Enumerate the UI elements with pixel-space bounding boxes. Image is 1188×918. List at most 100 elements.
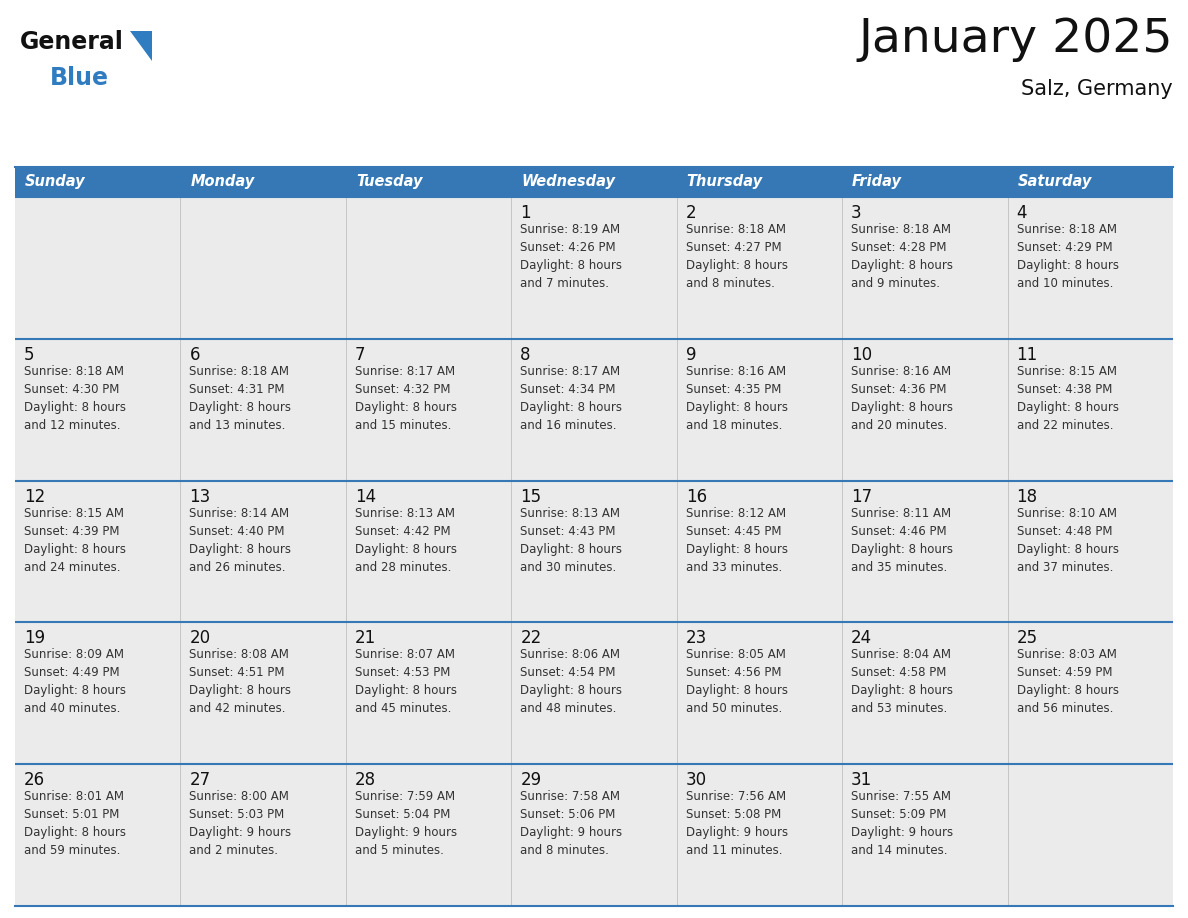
Bar xyxy=(677,197,842,339)
Text: Sunrise: 8:15 AM
Sunset: 4:38 PM
Daylight: 8 hours
and 22 minutes.: Sunrise: 8:15 AM Sunset: 4:38 PM Dayligh… xyxy=(1017,364,1119,431)
Text: Sunrise: 8:13 AM
Sunset: 4:43 PM
Daylight: 8 hours
and 30 minutes.: Sunrise: 8:13 AM Sunset: 4:43 PM Dayligh… xyxy=(520,507,623,574)
Text: 5: 5 xyxy=(24,346,34,364)
Bar xyxy=(346,197,511,339)
Text: 15: 15 xyxy=(520,487,542,506)
Text: 16: 16 xyxy=(685,487,707,506)
Bar xyxy=(677,339,842,481)
Text: 24: 24 xyxy=(851,630,872,647)
Text: 10: 10 xyxy=(851,346,872,364)
Bar xyxy=(346,764,511,906)
Text: Sunrise: 8:11 AM
Sunset: 4:46 PM
Daylight: 8 hours
and 35 minutes.: Sunrise: 8:11 AM Sunset: 4:46 PM Dayligh… xyxy=(851,507,953,574)
Text: Blue: Blue xyxy=(50,66,109,90)
Text: Sunday: Sunday xyxy=(25,174,86,189)
Bar xyxy=(842,197,1007,339)
Text: 27: 27 xyxy=(189,771,210,789)
Text: Saturday: Saturday xyxy=(1018,174,1092,189)
Text: 21: 21 xyxy=(355,630,377,647)
Text: Sunrise: 8:18 AM
Sunset: 4:28 PM
Daylight: 8 hours
and 9 minutes.: Sunrise: 8:18 AM Sunset: 4:28 PM Dayligh… xyxy=(851,223,953,290)
Bar xyxy=(511,764,677,906)
Bar xyxy=(15,481,181,622)
Bar xyxy=(181,622,346,764)
Text: Sunrise: 8:09 AM
Sunset: 4:49 PM
Daylight: 8 hours
and 40 minutes.: Sunrise: 8:09 AM Sunset: 4:49 PM Dayligh… xyxy=(24,648,126,715)
Text: 28: 28 xyxy=(355,771,375,789)
Text: Friday: Friday xyxy=(852,174,902,189)
Text: Monday: Monday xyxy=(190,174,254,189)
Bar xyxy=(511,339,677,481)
Text: 9: 9 xyxy=(685,346,696,364)
Text: Sunrise: 8:18 AM
Sunset: 4:30 PM
Daylight: 8 hours
and 12 minutes.: Sunrise: 8:18 AM Sunset: 4:30 PM Dayligh… xyxy=(24,364,126,431)
Text: Sunrise: 8:12 AM
Sunset: 4:45 PM
Daylight: 8 hours
and 33 minutes.: Sunrise: 8:12 AM Sunset: 4:45 PM Dayligh… xyxy=(685,507,788,574)
Text: Thursday: Thursday xyxy=(687,174,763,189)
Text: Sunrise: 8:17 AM
Sunset: 4:34 PM
Daylight: 8 hours
and 16 minutes.: Sunrise: 8:17 AM Sunset: 4:34 PM Dayligh… xyxy=(520,364,623,431)
Text: 17: 17 xyxy=(851,487,872,506)
Text: 13: 13 xyxy=(189,487,210,506)
Text: Sunrise: 8:13 AM
Sunset: 4:42 PM
Daylight: 8 hours
and 28 minutes.: Sunrise: 8:13 AM Sunset: 4:42 PM Dayligh… xyxy=(355,507,457,574)
Text: 12: 12 xyxy=(24,487,45,506)
Text: Sunrise: 8:16 AM
Sunset: 4:35 PM
Daylight: 8 hours
and 18 minutes.: Sunrise: 8:16 AM Sunset: 4:35 PM Dayligh… xyxy=(685,364,788,431)
Text: Sunrise: 8:16 AM
Sunset: 4:36 PM
Daylight: 8 hours
and 20 minutes.: Sunrise: 8:16 AM Sunset: 4:36 PM Dayligh… xyxy=(851,364,953,431)
Text: Sunrise: 8:08 AM
Sunset: 4:51 PM
Daylight: 8 hours
and 42 minutes.: Sunrise: 8:08 AM Sunset: 4:51 PM Dayligh… xyxy=(189,648,291,715)
Bar xyxy=(181,339,346,481)
Text: Sunrise: 8:04 AM
Sunset: 4:58 PM
Daylight: 8 hours
and 53 minutes.: Sunrise: 8:04 AM Sunset: 4:58 PM Dayligh… xyxy=(851,648,953,715)
Bar xyxy=(346,622,511,764)
Text: 20: 20 xyxy=(189,630,210,647)
Text: 31: 31 xyxy=(851,771,872,789)
Bar xyxy=(511,622,677,764)
Text: January 2025: January 2025 xyxy=(859,17,1173,62)
Text: 18: 18 xyxy=(1017,487,1037,506)
Bar xyxy=(842,481,1007,622)
Text: 23: 23 xyxy=(685,630,707,647)
Text: Sunrise: 8:10 AM
Sunset: 4:48 PM
Daylight: 8 hours
and 37 minutes.: Sunrise: 8:10 AM Sunset: 4:48 PM Dayligh… xyxy=(1017,507,1119,574)
Bar xyxy=(1007,481,1173,622)
Bar xyxy=(677,481,842,622)
Bar xyxy=(1007,339,1173,481)
Bar xyxy=(677,622,842,764)
Text: Sunrise: 8:14 AM
Sunset: 4:40 PM
Daylight: 8 hours
and 26 minutes.: Sunrise: 8:14 AM Sunset: 4:40 PM Dayligh… xyxy=(189,507,291,574)
Text: Sunrise: 8:18 AM
Sunset: 4:31 PM
Daylight: 8 hours
and 13 minutes.: Sunrise: 8:18 AM Sunset: 4:31 PM Dayligh… xyxy=(189,364,291,431)
Text: 29: 29 xyxy=(520,771,542,789)
Bar xyxy=(15,197,181,339)
Bar xyxy=(511,481,677,622)
Bar xyxy=(181,764,346,906)
Text: Sunrise: 7:55 AM
Sunset: 5:09 PM
Daylight: 9 hours
and 14 minutes.: Sunrise: 7:55 AM Sunset: 5:09 PM Dayligh… xyxy=(851,790,953,857)
Text: 7: 7 xyxy=(355,346,366,364)
Bar xyxy=(1007,764,1173,906)
Bar xyxy=(677,764,842,906)
Bar xyxy=(1007,197,1173,339)
Text: Sunrise: 8:05 AM
Sunset: 4:56 PM
Daylight: 8 hours
and 50 minutes.: Sunrise: 8:05 AM Sunset: 4:56 PM Dayligh… xyxy=(685,648,788,715)
Text: Sunrise: 8:00 AM
Sunset: 5:03 PM
Daylight: 9 hours
and 2 minutes.: Sunrise: 8:00 AM Sunset: 5:03 PM Dayligh… xyxy=(189,790,291,857)
Text: 19: 19 xyxy=(24,630,45,647)
Text: 30: 30 xyxy=(685,771,707,789)
Bar xyxy=(346,481,511,622)
Text: Sunrise: 8:19 AM
Sunset: 4:26 PM
Daylight: 8 hours
and 7 minutes.: Sunrise: 8:19 AM Sunset: 4:26 PM Dayligh… xyxy=(520,223,623,290)
Text: Salz, Germany: Salz, Germany xyxy=(1022,79,1173,99)
Text: Sunrise: 8:15 AM
Sunset: 4:39 PM
Daylight: 8 hours
and 24 minutes.: Sunrise: 8:15 AM Sunset: 4:39 PM Dayligh… xyxy=(24,507,126,574)
Text: 1: 1 xyxy=(520,204,531,222)
Text: 2: 2 xyxy=(685,204,696,222)
Bar xyxy=(346,339,511,481)
Text: Wednesday: Wednesday xyxy=(522,174,615,189)
Text: Sunrise: 8:18 AM
Sunset: 4:27 PM
Daylight: 8 hours
and 8 minutes.: Sunrise: 8:18 AM Sunset: 4:27 PM Dayligh… xyxy=(685,223,788,290)
Text: Sunrise: 7:59 AM
Sunset: 5:04 PM
Daylight: 9 hours
and 5 minutes.: Sunrise: 7:59 AM Sunset: 5:04 PM Dayligh… xyxy=(355,790,457,857)
Text: Sunrise: 8:03 AM
Sunset: 4:59 PM
Daylight: 8 hours
and 56 minutes.: Sunrise: 8:03 AM Sunset: 4:59 PM Dayligh… xyxy=(1017,648,1119,715)
Bar xyxy=(15,622,181,764)
Bar xyxy=(181,197,346,339)
Bar xyxy=(511,197,677,339)
Text: 6: 6 xyxy=(189,346,200,364)
Polygon shape xyxy=(129,31,152,61)
Bar xyxy=(1007,622,1173,764)
Bar xyxy=(842,339,1007,481)
Text: Sunrise: 8:18 AM
Sunset: 4:29 PM
Daylight: 8 hours
and 10 minutes.: Sunrise: 8:18 AM Sunset: 4:29 PM Dayligh… xyxy=(1017,223,1119,290)
Text: 26: 26 xyxy=(24,771,45,789)
Text: 8: 8 xyxy=(520,346,531,364)
Bar xyxy=(15,339,181,481)
Bar xyxy=(181,481,346,622)
Text: 22: 22 xyxy=(520,630,542,647)
Text: Sunrise: 8:07 AM
Sunset: 4:53 PM
Daylight: 8 hours
and 45 minutes.: Sunrise: 8:07 AM Sunset: 4:53 PM Dayligh… xyxy=(355,648,457,715)
Text: Sunrise: 8:01 AM
Sunset: 5:01 PM
Daylight: 8 hours
and 59 minutes.: Sunrise: 8:01 AM Sunset: 5:01 PM Dayligh… xyxy=(24,790,126,857)
Text: Sunrise: 7:58 AM
Sunset: 5:06 PM
Daylight: 9 hours
and 8 minutes.: Sunrise: 7:58 AM Sunset: 5:06 PM Dayligh… xyxy=(520,790,623,857)
Text: 14: 14 xyxy=(355,487,375,506)
Bar xyxy=(842,764,1007,906)
Bar xyxy=(15,764,181,906)
Text: 11: 11 xyxy=(1017,346,1038,364)
